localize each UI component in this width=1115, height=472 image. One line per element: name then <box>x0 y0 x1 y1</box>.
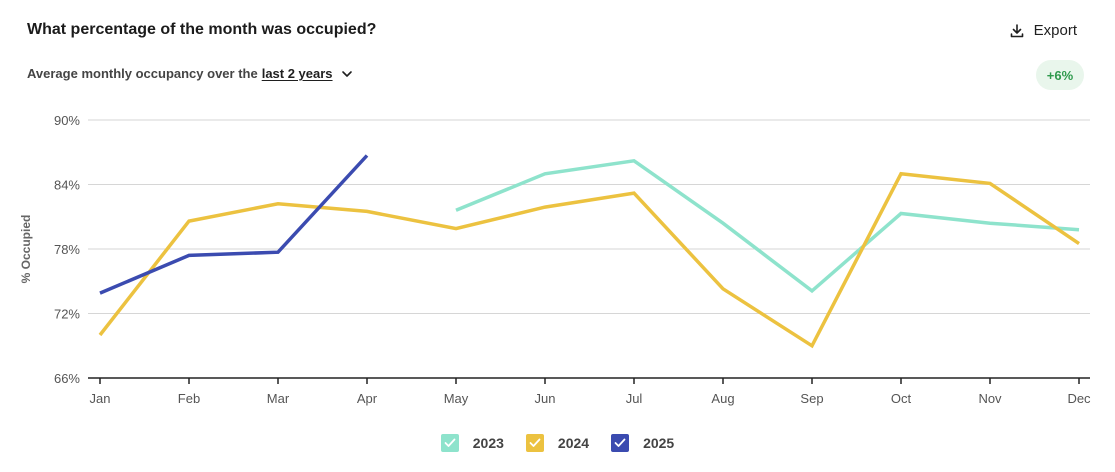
chart-title: What percentage of the month was occupie… <box>27 21 377 38</box>
legend-item-2025[interactable]: 2025 <box>611 434 674 452</box>
x-tick-label: Jan <box>90 391 111 406</box>
legend-label: 2023 <box>472 435 504 451</box>
x-tick-label: Oct <box>891 391 912 406</box>
legend-item-2023[interactable]: 2023 <box>440 434 504 452</box>
subtitle-prefix: Average monthly occupancy over the <box>27 66 258 81</box>
x-tick-label: Dec <box>1067 391 1091 406</box>
x-tick-label: Apr <box>357 391 378 406</box>
y-tick-label: 78% <box>54 242 80 257</box>
x-tick-label: Feb <box>178 391 200 406</box>
y-tick-label: 72% <box>54 307 80 322</box>
x-tick-label: Jun <box>535 391 556 406</box>
y-tick-label: 84% <box>54 178 80 193</box>
x-tick-label: Aug <box>711 391 734 406</box>
checkmark-icon <box>611 434 630 452</box>
x-tick-label: Nov <box>978 391 1002 406</box>
x-tick-label: Mar <box>267 391 290 406</box>
legend-label: 2024 <box>557 435 590 451</box>
chart-subtitle: Average monthly occupancy over the last … <box>27 66 353 81</box>
range-selector[interactable]: last 2 years <box>261 66 333 81</box>
y-axis-label: % Occupied <box>19 215 33 284</box>
occupancy-line-chart: 66% 72% 78% 84% 90% Jan Feb Mar Apr May Jun Jul Aug S… <box>19 113 1091 406</box>
checkmark-icon <box>440 434 459 452</box>
legend-label: 2025 <box>643 435 675 451</box>
x-tick-label: Sep <box>800 391 823 406</box>
legend-item-2024[interactable]: 2024 <box>525 434 590 452</box>
series-line-2025 <box>99 154 369 295</box>
series-line-2024 <box>98 171 1080 349</box>
export-button[interactable]: Export <box>1010 22 1077 39</box>
chevron-down-icon[interactable] <box>341 70 353 78</box>
y-tick-label: 90% <box>54 113 80 128</box>
download-icon <box>1010 23 1024 38</box>
x-tick-label: Jul <box>626 391 643 406</box>
series-line-2023 <box>455 158 1080 294</box>
change-badge: +6% <box>1036 60 1084 90</box>
chart-legend: 2023 2024 2025 <box>0 434 1115 452</box>
export-label: Export <box>1033 22 1077 39</box>
checkmark-icon <box>525 434 544 452</box>
y-tick-label: 66% <box>54 371 80 386</box>
x-tick-label: May <box>444 391 469 406</box>
